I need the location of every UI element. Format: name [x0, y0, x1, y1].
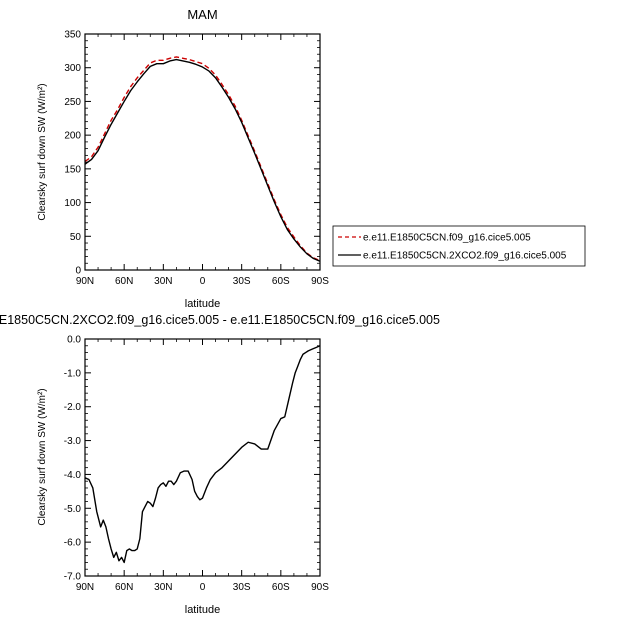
bottom-x-axis-ticks: 90N 60N 30N 0 30S 60S 90S: [76, 339, 329, 593]
legend-entry-2xco2: e.e11.E1850C5CN.2XCO2.f09_g16.cice5.005: [363, 251, 567, 262]
top-plot-frame: [84, 33, 321, 271]
top-y-tick-label: 200: [64, 131, 81, 142]
top-x-tick-label: 0: [200, 276, 206, 287]
bottom-x-tick-label: 60S: [272, 582, 290, 593]
top-series-line-0: [85, 56, 320, 262]
bottom-x-tick-label: 60N: [115, 582, 133, 593]
bottom-x-tick-label: 90N: [76, 582, 94, 593]
bottom-y-tick-label: -6.0: [64, 538, 82, 549]
top-x-tick-label: 60N: [115, 276, 133, 287]
top-y-axis-ticks: 0 50 100 150 200 250 300 350: [64, 30, 320, 277]
bottom-y-tick-label: -1.0: [64, 368, 82, 379]
bottom-y-tick-label: -2.0: [64, 402, 82, 413]
bottom-x-tick-label: 90S: [311, 582, 329, 593]
bottom-x-axis-label: latitude: [185, 604, 220, 616]
top-x-tick-label: 60S: [272, 276, 290, 287]
top-x-tick-label: 30N: [154, 276, 172, 287]
top-x-axis-label: latitude: [185, 298, 220, 310]
legend: e.e11.E1850C5CN.f09_g16.cice5.005 e.e11.…: [332, 225, 586, 267]
bottom-y-tick-label: -3.0: [64, 436, 82, 447]
top-y-tick-label: 150: [64, 164, 81, 175]
top-x-tick-label: 90N: [76, 276, 94, 287]
top-y-axis-label: Clearsky surf down SW (W/m²): [37, 83, 48, 220]
top-y-tick-label: 50: [70, 232, 82, 243]
top-y-tick-label: 350: [64, 30, 81, 41]
bottom-x-tick-label: 0: [200, 582, 206, 593]
top-y-tick-label: 250: [64, 97, 81, 108]
bottom-y-axis-ticks: 0.0 -1.0 -2.0 -3.0 -4.0 -5.0 -6.0 -7.0: [64, 335, 320, 583]
bottom-y-axis-label: Clearsky surf down SW (W/m²): [37, 388, 48, 525]
bottom-plot-frame: [84, 338, 321, 577]
top-series-line-1: [85, 58, 320, 262]
top-x-axis-ticks: 90N 60N 30N 0 30S 60S 90S: [76, 34, 329, 287]
bottom-y-tick-label: 0.0: [67, 335, 81, 346]
top-chart-title: MAM: [187, 7, 217, 22]
top-y-tick-label: 300: [64, 63, 81, 74]
bottom-y-tick-label: -5.0: [64, 504, 82, 515]
top-x-tick-label: 90S: [311, 276, 329, 287]
top-x-tick-label: 30S: [233, 276, 251, 287]
bottom-x-tick-label: 30N: [154, 582, 172, 593]
top-chart-panel: MAM 0 50 100 150 200 250 300 350 90N 60N 30N 0 30S 6…: [37, 7, 329, 310]
bottom-chart-title: e.e11.E1850C5CN.2XCO2.f09_g16.cice5.005 …: [0, 313, 440, 327]
legend-box: [332, 225, 586, 267]
legend-entry-control: e.e11.E1850C5CN.f09_g16.cice5.005: [363, 233, 531, 244]
bottom-series-line-0: [85, 345, 320, 564]
bottom-x-tick-label: 30S: [233, 582, 251, 593]
top-y-tick-label: 100: [64, 198, 81, 209]
bottom-y-tick-label: -7.0: [64, 572, 82, 583]
top-series-group: [85, 56, 320, 262]
bottom-y-tick-label: -4.0: [64, 470, 82, 481]
bottom-chart-panel: e.e11.E1850C5CN.2XCO2.f09_g16.cice5.005 …: [0, 313, 440, 616]
bottom-series-group: [85, 345, 320, 564]
top-y-tick-label: 0: [75, 266, 81, 277]
